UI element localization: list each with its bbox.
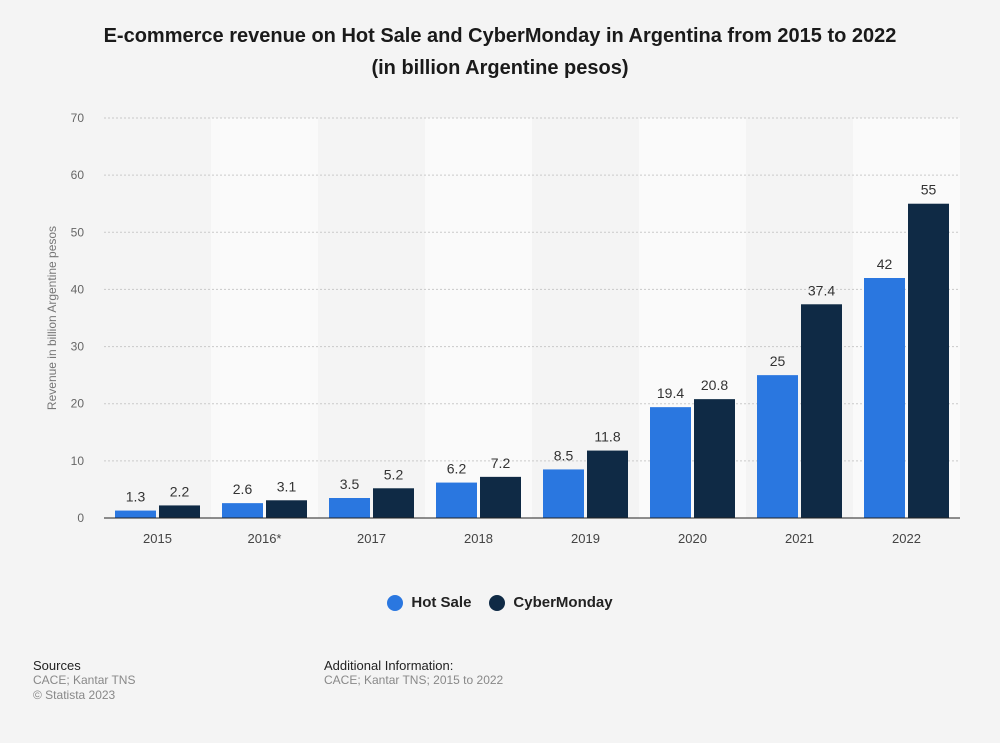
bar-cybermonday — [694, 399, 735, 518]
category-band — [425, 118, 532, 518]
data-label-hot-sale: 2.6 — [233, 481, 253, 497]
chart-legend: Hot Sale CyberMonday — [0, 594, 1000, 611]
data-label-cybermonday: 20.8 — [701, 377, 728, 393]
legend-item-cybermonday[interactable]: CyberMonday — [489, 594, 613, 611]
y-tick-label: 0 — [77, 511, 84, 525]
data-label-hot-sale: 8.5 — [554, 447, 574, 463]
bar-cybermonday — [266, 500, 307, 518]
bar-cybermonday — [480, 476, 521, 518]
chart-title-line1: E-commerce revenue on Hot Sale and Cyber… — [103, 25, 897, 47]
x-tick-label: 2015 — [143, 531, 172, 546]
bar-hot-sale — [650, 407, 691, 518]
bar-hot-sale — [864, 278, 905, 518]
bar-hot-sale — [222, 503, 263, 518]
bar-hot-sale — [115, 510, 156, 518]
data-label-cybermonday: 7.2 — [491, 455, 511, 471]
data-label-hot-sale: 42 — [877, 256, 893, 272]
bar-cybermonday — [373, 488, 414, 518]
additional-info-text: CACE; Kantar TNS; 2015 to 2022 — [324, 673, 504, 687]
bar-cybermonday — [159, 505, 200, 518]
y-axis-label: Revenue in billion Argentine pesos — [45, 226, 59, 410]
data-label-cybermonday: 37.4 — [808, 282, 835, 298]
y-tick-label: 40 — [71, 282, 85, 296]
y-tick-label: 30 — [71, 340, 85, 354]
legend-item-hot-sale[interactable]: Hot Sale — [387, 594, 471, 611]
x-tick-label: 2021 — [785, 531, 814, 546]
chart-title-line2: (in billion Argentine pesos) — [371, 57, 629, 79]
x-tick-label: 2020 — [678, 531, 707, 546]
data-label-hot-sale: 1.3 — [126, 489, 146, 505]
additional-info-label: Additional Information: — [324, 658, 454, 673]
x-tick-label: 2017 — [357, 531, 386, 546]
footer-additional-info: Additional Information: CACE; Kantar TNS… — [324, 658, 503, 688]
category-band — [211, 118, 318, 518]
chart-title: E-commerce revenue on Hot Sale and Cyber… — [40, 20, 960, 84]
chart-plot: 0 10 20 30 40 50 60 70 Revenue in billion Argent… — [45, 111, 960, 546]
data-label-cybermonday: 55 — [921, 182, 937, 198]
bar-hot-sale — [757, 375, 798, 518]
bar-cybermonday — [908, 203, 949, 518]
legend-label-hot-sale: Hot Sale — [411, 594, 472, 611]
data-label-hot-sale: 25 — [770, 353, 786, 369]
legend-label-cybermonday: CyberMonday — [513, 594, 613, 611]
bar-hot-sale — [436, 482, 477, 518]
data-label-cybermonday: 11.8 — [594, 429, 620, 445]
x-tick-label: 2018 — [464, 531, 493, 546]
legend-swatch-cybermonday — [489, 594, 506, 611]
bar-hot-sale — [329, 498, 370, 518]
sources-label: Sources — [33, 658, 81, 673]
y-tick-label: 60 — [71, 168, 85, 182]
legend-swatch-hot-sale — [387, 594, 404, 611]
data-label-cybermonday: 2.2 — [170, 483, 190, 499]
data-label-cybermonday: 3.1 — [277, 478, 297, 494]
y-tick-label: 10 — [71, 454, 85, 468]
bar-cybermonday — [801, 304, 842, 518]
footer-sources: Sources CACE; Kantar TNS © Statista 2023 — [33, 658, 135, 703]
y-tick-label: 50 — [71, 225, 85, 239]
sources-text: CACE; Kantar TNS — [33, 673, 136, 687]
y-tick-label: 70 — [71, 111, 85, 125]
x-tick-label: 2016* — [248, 531, 282, 546]
data-label-cybermonday: 5.2 — [384, 466, 404, 482]
x-tick-label: 2022 — [892, 531, 921, 546]
y-tick-label: 20 — [71, 397, 85, 411]
bar-hot-sale — [543, 469, 584, 518]
data-label-hot-sale: 6.2 — [447, 461, 467, 477]
data-label-hot-sale: 19.4 — [657, 385, 684, 401]
data-label-hot-sale: 3.5 — [340, 476, 360, 492]
bar-cybermonday — [587, 450, 628, 518]
x-tick-label: 2019 — [571, 531, 600, 546]
copyright-text: © Statista 2023 — [33, 688, 116, 702]
